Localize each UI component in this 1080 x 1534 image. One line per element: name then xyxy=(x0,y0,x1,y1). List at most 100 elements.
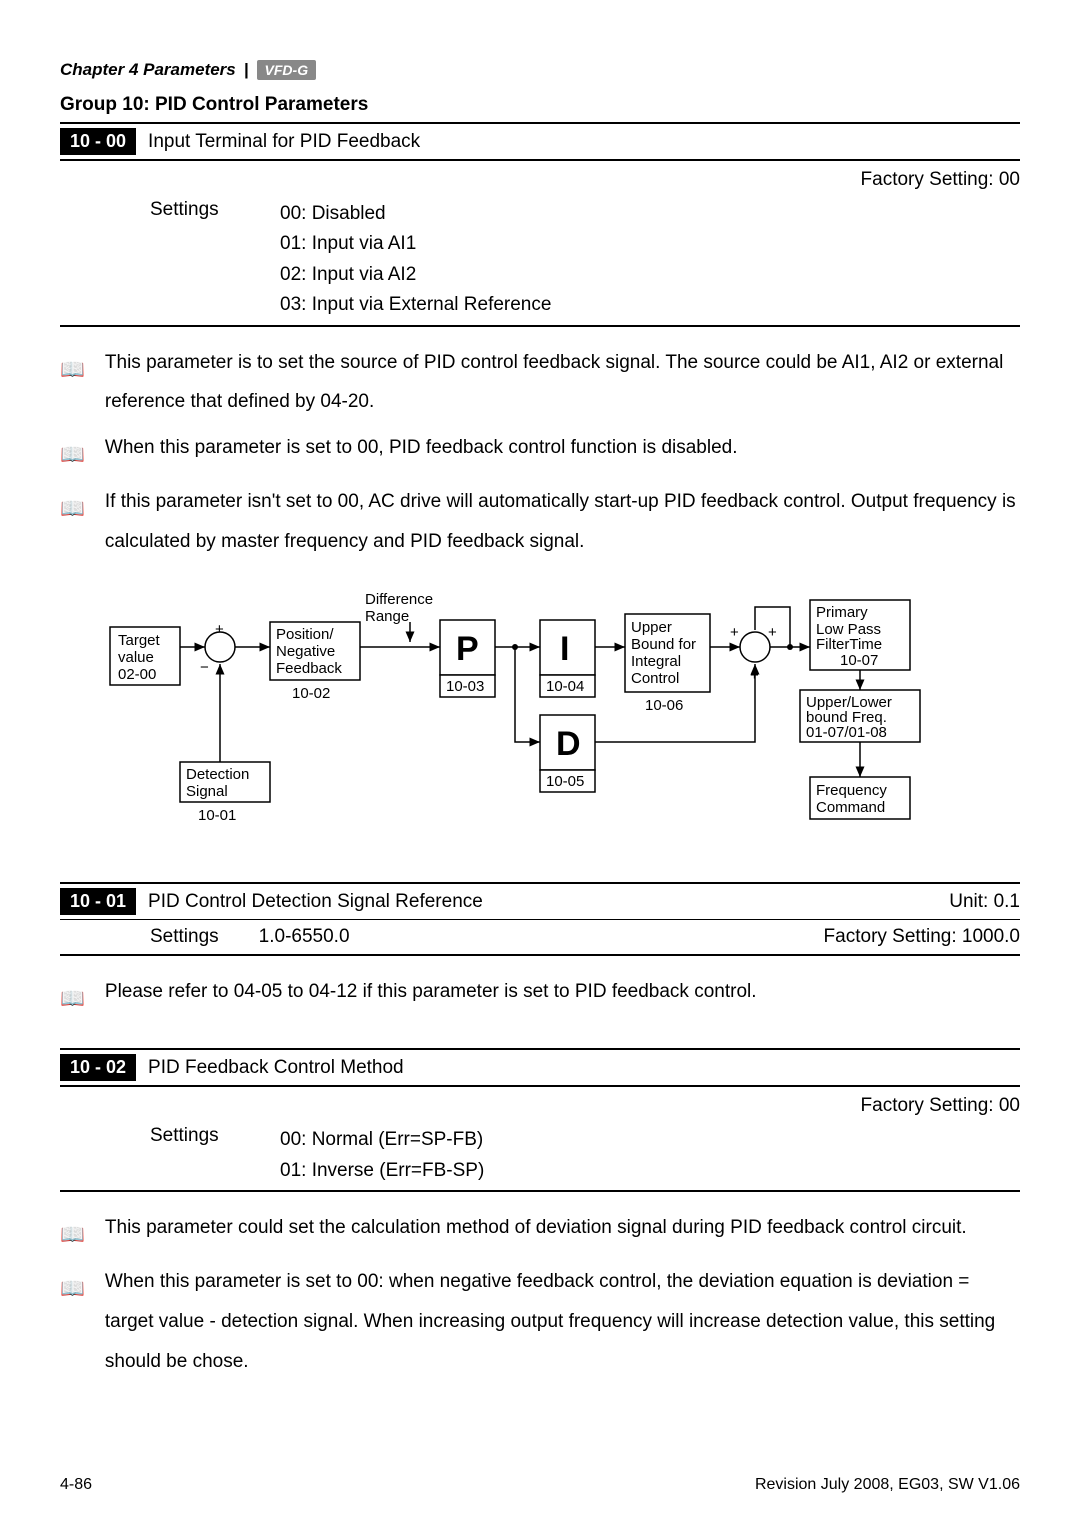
diag-det-l2: Signal xyxy=(186,783,228,800)
param-title: Input Terminal for PID Feedback xyxy=(148,131,1020,153)
note-text: When this parameter is set to 00: when n… xyxy=(105,1262,1020,1382)
diag-posneg-l3: Feedback xyxy=(276,660,342,677)
book-icon: 📖 xyxy=(60,978,85,1020)
page-number: 4-86 xyxy=(60,1476,92,1494)
svg-text:+: + xyxy=(768,624,777,641)
setting-opt: 01: Input via AI1 xyxy=(280,229,551,259)
note-item: 📖 When this parameter is set to 00, PID … xyxy=(60,428,1020,476)
settings-label: Settings xyxy=(150,926,219,948)
diag-target-l2: value xyxy=(118,649,154,666)
diag-upper-sub: 10-06 xyxy=(645,697,683,714)
vfd-badge: VFD-G xyxy=(257,60,317,80)
note-item: 📖 If this parameter isn't set to 00, AC … xyxy=(60,482,1020,562)
diag-upper-l4: Control xyxy=(631,670,679,687)
setting-opt: 01: Inverse (Err=FB-SP) xyxy=(280,1156,484,1186)
divider xyxy=(60,122,1020,124)
diag-det-l1: Detection xyxy=(186,766,249,783)
diag-upper-l3: Integral xyxy=(631,653,681,670)
settings-label: Settings xyxy=(150,1125,240,1186)
param-number: 10 - 01 xyxy=(60,888,136,915)
divider xyxy=(60,882,1020,884)
page-footer: 4-86 Revision July 2008, EG03, SW V1.06 xyxy=(60,1476,1020,1494)
svg-text:+: + xyxy=(730,624,739,641)
notes-10-00: 📖 This parameter is to set the source of… xyxy=(60,343,1020,563)
note-text: Please refer to 04-05 to 04-12 if this p… xyxy=(105,972,1020,1020)
settings-range: 1.0-6550.0 xyxy=(259,926,350,948)
diag-posneg-sub: 10-02 xyxy=(292,685,330,702)
note-item: 📖 Please refer to 04-05 to 04-12 if this… xyxy=(60,972,1020,1020)
settings-values: 00: Disabled 01: Input via AI1 02: Input… xyxy=(280,199,551,321)
note-item: 📖 This parameter could set the calculati… xyxy=(60,1208,1020,1256)
chapter-header: Chapter 4 Parameters | VFD-G xyxy=(60,60,1020,80)
diag-posneg-l2: Negative xyxy=(276,643,335,660)
divider xyxy=(60,159,1020,161)
book-icon: 📖 xyxy=(60,1268,85,1382)
divider xyxy=(60,325,1020,327)
diag-b-l3: 01-07/01-08 xyxy=(806,724,887,741)
param-header-10-01: 10 - 01 PID Control Detection Signal Ref… xyxy=(60,888,1020,915)
note-item: 📖 When this parameter is set to 00: when… xyxy=(60,1262,1020,1382)
note-text: This parameter is to set the source of P… xyxy=(105,343,1020,423)
diag-p-sub: 10-03 xyxy=(446,678,484,695)
notes-10-02: 📖 This parameter could set the calculati… xyxy=(60,1208,1020,1382)
diag-i: I xyxy=(560,630,569,668)
chapter-text: Chapter 4 Parameters xyxy=(60,60,236,80)
notes-10-01: 📖 Please refer to 04-05 to 04-12 if this… xyxy=(60,972,1020,1020)
param-header-10-02: 10 - 02 PID Feedback Control Method xyxy=(60,1054,1020,1081)
settings-block: Settings 00: Normal (Err=SP-FB) 01: Inve… xyxy=(150,1125,1020,1186)
param-title: PID Feedback Control Method xyxy=(148,1057,1020,1079)
factory-setting: Factory Setting: 00 xyxy=(60,169,1020,191)
factory-setting: Factory Setting: 1000.0 xyxy=(824,926,1020,948)
revision-text: Revision July 2008, EG03, SW V1.06 xyxy=(755,1476,1020,1494)
settings-block: Settings 00: Disabled 01: Input via AI1 … xyxy=(150,199,1020,321)
settings-inline: Settings 1.0-6550.0 Factory Setting: 100… xyxy=(150,926,1020,948)
diag-diffrange-l1: Difference xyxy=(365,591,433,608)
setting-opt: 00: Disabled xyxy=(280,199,551,229)
diag-i-sub: 10-04 xyxy=(546,678,584,695)
diag-fc-l1: Frequency xyxy=(816,782,887,799)
diag-diffrange-l2: Range xyxy=(365,608,409,625)
divider xyxy=(60,1190,1020,1192)
setting-opt: 02: Input via AI2 xyxy=(280,260,551,290)
book-icon: 📖 xyxy=(60,434,85,476)
diag-d-sub: 10-05 xyxy=(546,773,584,790)
factory-setting: Factory Setting: 00 xyxy=(60,1095,1020,1117)
diag-lp-l4: 10-07 xyxy=(840,652,878,669)
param-number: 10 - 02 xyxy=(60,1054,136,1081)
settings-label: Settings xyxy=(150,199,240,321)
divider xyxy=(60,919,1020,920)
chapter-divider: | xyxy=(244,60,249,80)
divider xyxy=(60,1085,1020,1087)
divider xyxy=(60,1048,1020,1050)
note-item: 📖 This parameter is to set the source of… xyxy=(60,343,1020,423)
param-header-10-00: 10 - 00 Input Terminal for PID Feedback xyxy=(60,128,1020,155)
settings-values: 00: Normal (Err=SP-FB) 01: Inverse (Err=… xyxy=(280,1125,484,1186)
book-icon: 📖 xyxy=(60,488,85,562)
diag-upper-l2: Bound for xyxy=(631,636,696,653)
diag-lp-l3: FilterTime xyxy=(816,636,882,653)
diag-d: D xyxy=(556,725,581,763)
divider xyxy=(60,954,1020,956)
svg-text:+: + xyxy=(215,621,224,638)
note-text: This parameter could set the calculation… xyxy=(105,1208,1020,1256)
book-icon: 📖 xyxy=(60,349,85,423)
param-title: PID Control Detection Signal Reference xyxy=(148,891,937,913)
param-unit: Unit: 0.1 xyxy=(949,891,1020,913)
diag-p: P xyxy=(456,630,479,668)
diag-posneg-l1: Position/ xyxy=(276,626,334,643)
diag-target-l1: Target xyxy=(118,632,161,649)
setting-opt: 00: Normal (Err=SP-FB) xyxy=(280,1125,484,1155)
diag-lp-l1: Primary xyxy=(816,604,868,621)
note-text: When this parameter is set to 00, PID fe… xyxy=(105,428,1020,476)
group-title: Group 10: PID Control Parameters xyxy=(60,94,1020,116)
setting-opt: 03: Input via External Reference xyxy=(280,290,551,320)
svg-text:−: − xyxy=(200,659,209,676)
book-icon: 📖 xyxy=(60,1214,85,1256)
param-number: 10 - 00 xyxy=(60,128,136,155)
note-text: If this parameter isn't set to 00, AC dr… xyxy=(105,482,1020,562)
diag-upper-l1: Upper xyxy=(631,619,672,636)
diag-det-l3: 10-01 xyxy=(198,807,236,824)
pid-block-diagram: text { font-family: Arial, sans-serif; f… xyxy=(100,582,1020,862)
diag-fc-l2: Command xyxy=(816,799,885,816)
diag-target-l3: 02-00 xyxy=(118,666,156,683)
